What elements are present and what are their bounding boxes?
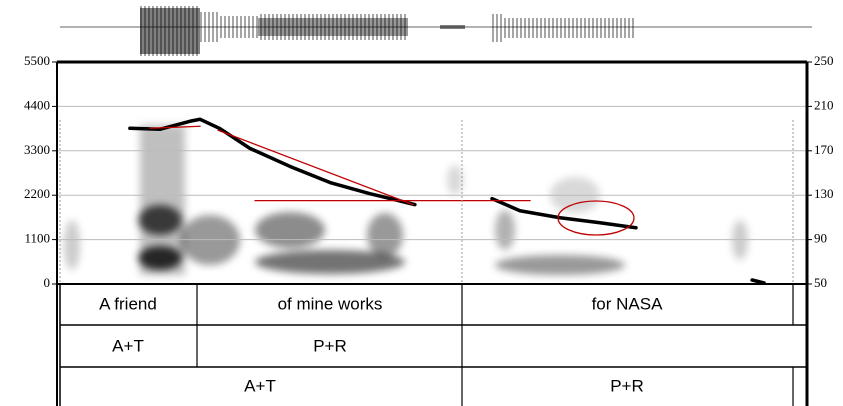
- y2-tick-label: 210: [814, 97, 834, 112]
- tier-label: for NASA: [592, 294, 664, 313]
- y-tick-label: 1100: [24, 231, 50, 246]
- tier-label: P+R: [610, 376, 644, 395]
- y-tick-label: 4400: [24, 97, 50, 112]
- y-tick-label: 5500: [24, 53, 50, 68]
- y2-tick-label: 50: [814, 275, 827, 290]
- y-tick-label: 3300: [24, 142, 50, 157]
- y-tick-label: 2200: [24, 186, 50, 201]
- frame: [56, 60, 809, 406]
- tier-label: A+T: [112, 336, 144, 355]
- pitch-line: [149, 125, 531, 206]
- tiers: A friend of mine works for NASA A+T P+R …: [99, 294, 663, 395]
- y2-tick-label: 90: [814, 231, 827, 246]
- tier-label: A+T: [244, 376, 276, 395]
- waveform: [60, 6, 812, 56]
- pitch-line: [128, 117, 766, 285]
- y2-tick-label: 170: [814, 142, 834, 157]
- y2-tick-label: 130: [814, 186, 834, 201]
- tier-label: A friend: [99, 294, 157, 313]
- y2-tick-label: 250: [814, 53, 834, 68]
- tier-label: P+R: [313, 336, 347, 355]
- y-tick-label: 0: [44, 275, 51, 290]
- tier-label: of mine works: [278, 294, 383, 313]
